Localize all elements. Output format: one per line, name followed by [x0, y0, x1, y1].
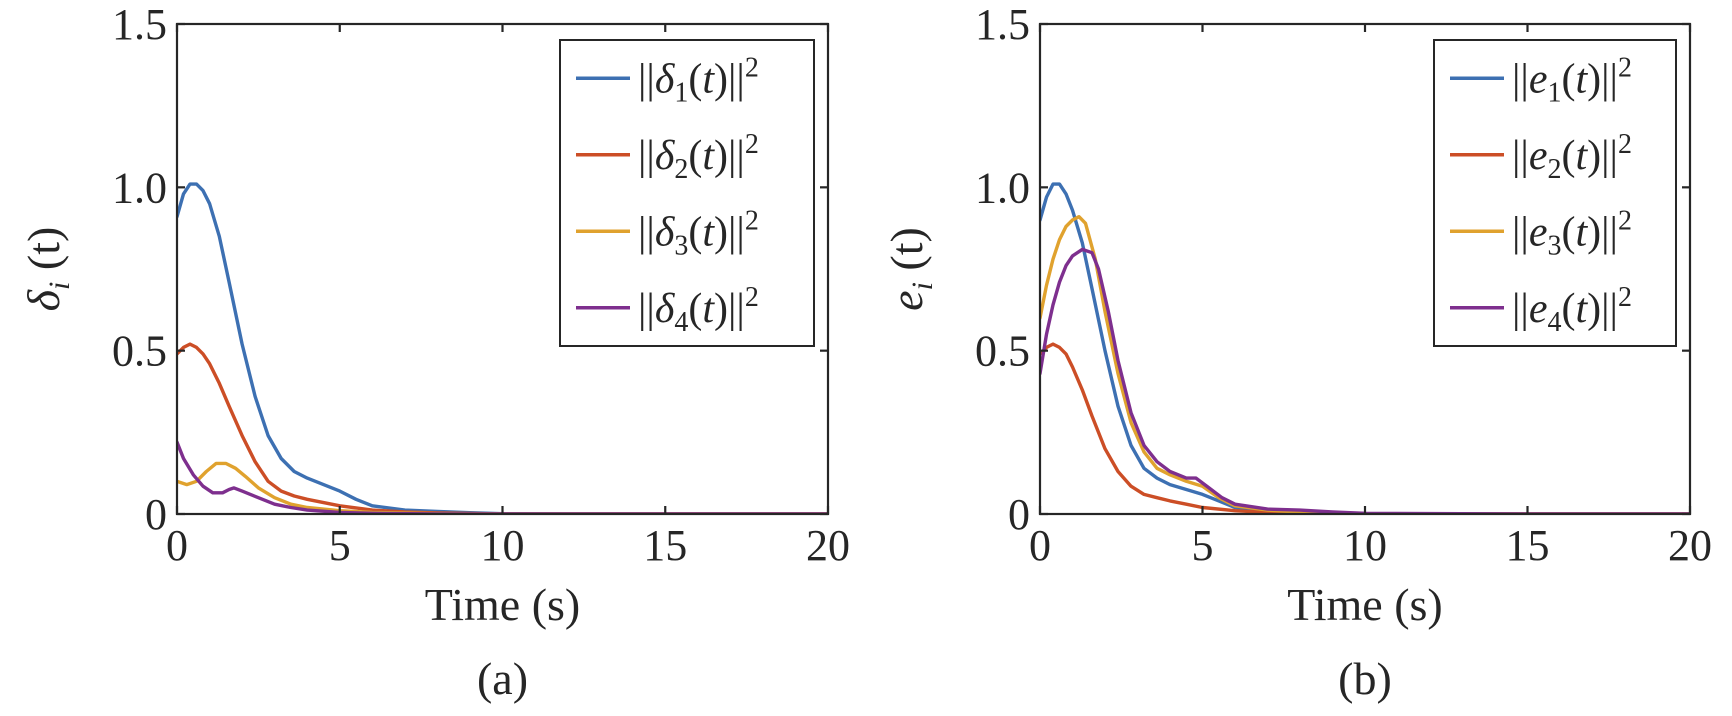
series-line-2 [177, 342, 828, 514]
panel-a: 0 5 10 15 20 0 0.5 1.0 1.5 Time (s) δi (t) (a) ||δ1(… [18, 0, 850, 704]
legend-label-1: ||e1(t)||2 [1512, 52, 1632, 108]
x-axis-label: Time (s) [1287, 579, 1443, 630]
x-tick-label: 10 [481, 521, 525, 570]
legend-label-2: ||e2(t)||2 [1512, 129, 1632, 185]
y-tick-label: 0 [1008, 490, 1030, 539]
legend-label-2: ||δ2(t)||2 [638, 129, 759, 185]
x-tick-label: 10 [1343, 521, 1387, 570]
series-line-4 [177, 440, 828, 514]
x-tick-label: 20 [806, 521, 850, 570]
y-tick-label: 0.5 [975, 327, 1030, 376]
legend-label-4: ||δ4(t)||2 [638, 282, 759, 338]
panel-b: 0 5 10 15 20 0 0.5 1.0 1.5 Time (s) ei (t) (b) ||e1(… [881, 0, 1712, 704]
y-tick-label: 1.5 [112, 0, 167, 49]
legend-label-4: ||e4(t)||2 [1512, 282, 1632, 338]
y-axis-label: δi (t) [18, 227, 76, 312]
y-tick-label: 0 [145, 490, 167, 539]
legend-label-1: ||δ1(t)||2 [638, 52, 759, 108]
y-tick-label: 1.5 [975, 0, 1030, 49]
panel-caption: (b) [1338, 653, 1392, 704]
y-axis-label: ei (t) [881, 227, 939, 311]
x-tick-label: 20 [1668, 521, 1712, 570]
legend-label-3: ||δ3(t)||2 [638, 205, 759, 261]
x-tick-label: 0 [166, 521, 188, 570]
series-line-2 [1040, 342, 1690, 514]
series-line-4 [1040, 247, 1690, 514]
series-lines [1040, 182, 1690, 514]
x-tick-label: 15 [643, 521, 687, 570]
legend: ||δ1(t)||2 ||δ2(t)||2 ||δ3(t)||2 ||δ4(t)||2 [559, 39, 815, 347]
x-tick-label: 0 [1029, 521, 1051, 570]
x-tick-label: 5 [329, 521, 351, 570]
y-tick-label: 1.0 [975, 163, 1030, 212]
legend-box [1433, 39, 1677, 347]
x-tick-label: 15 [1506, 521, 1550, 570]
x-axis-label: Time (s) [425, 579, 581, 630]
panel-caption: (a) [477, 653, 528, 704]
legend: ||e1(t)||2 ||e2(t)||2 ||e3(t)||2 ||e4(t)||2 [1433, 39, 1677, 347]
legend-box [559, 39, 815, 347]
y-tick-label: 1.0 [112, 163, 167, 212]
y-tick-label: 0.5 [112, 327, 167, 376]
x-tick-label: 5 [1192, 521, 1214, 570]
legend-label-3: ||e3(t)||2 [1512, 205, 1632, 261]
